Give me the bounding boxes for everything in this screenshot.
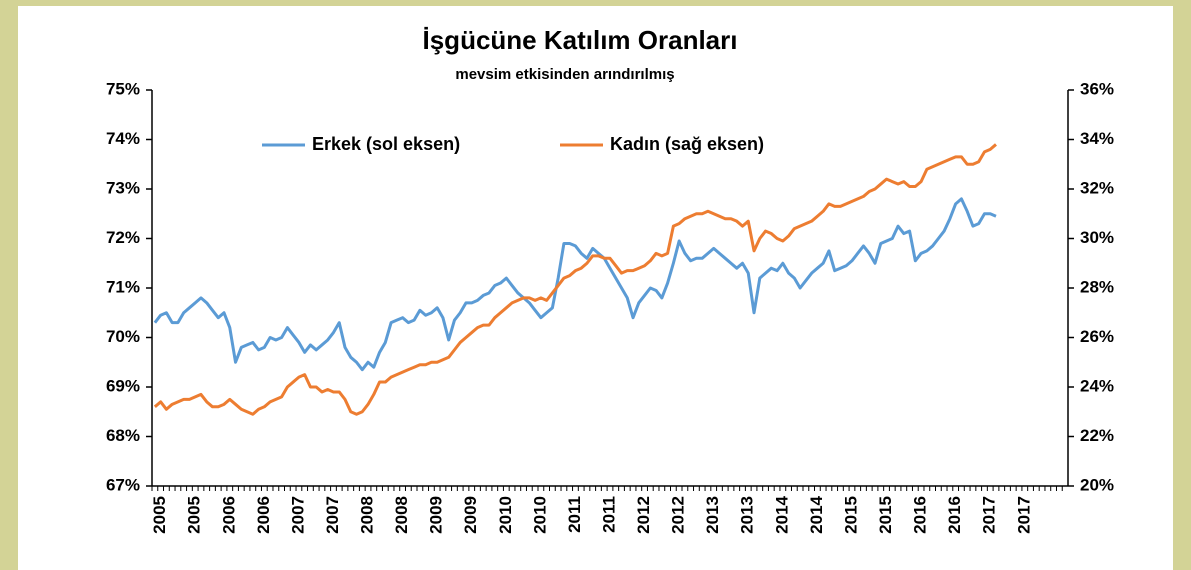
x-tick-label: 2005 (150, 496, 169, 534)
series-line (153, 143, 997, 416)
x-tick-label: 2006 (254, 496, 273, 534)
x-tick-label: 2012 (634, 496, 653, 534)
chart-subtitle: mevsim etkisinden arındırılmış (455, 66, 674, 83)
x-tick-label: 2007 (288, 496, 307, 534)
y-tick-label: 69% (106, 376, 140, 395)
y-tick-label: 67% (106, 475, 140, 494)
background (18, 6, 1173, 570)
y2-tick-label: 28% (1080, 277, 1114, 296)
x-tick-label: 2010 (530, 496, 549, 534)
x-tick-label: 2016 (911, 496, 930, 534)
x-tick-label: 2011 (599, 496, 618, 533)
x-tick-label: 2005 (185, 496, 204, 534)
x-tick-label: 2013 (738, 496, 757, 534)
x-tick-label: 2008 (392, 496, 411, 534)
x-tick-label: 2014 (772, 495, 791, 533)
x-tick-label: 2010 (496, 496, 515, 534)
y-tick-label: 75% (106, 79, 140, 98)
x-tick-label: 2006 (219, 496, 238, 534)
y2-tick-label: 24% (1080, 376, 1114, 395)
x-tick-label: 2016 (945, 496, 964, 534)
y2-tick-label: 30% (1080, 228, 1114, 247)
x-tick-label: 2017 (980, 496, 999, 534)
x-tick-label: 2009 (461, 496, 480, 534)
y2-tick-label: 20% (1080, 475, 1114, 494)
legend-label: Erkek (sol eksen) (312, 134, 460, 154)
x-tick-label: 2011 (565, 496, 584, 533)
x-tick-label: 2008 (358, 496, 377, 534)
x-tick-label: 2014 (807, 495, 826, 533)
x-tick-label: 2013 (703, 496, 722, 534)
series-line (153, 197, 997, 372)
legend-label: Kadın (sağ eksen) (610, 134, 764, 154)
y2-tick-label: 26% (1080, 327, 1114, 346)
x-tick-label: 2015 (876, 496, 895, 534)
y-tick-label: 71% (106, 277, 140, 296)
x-tick-label: 2017 (1014, 496, 1033, 534)
y-tick-label: 73% (106, 178, 140, 197)
y-tick-label: 68% (106, 426, 140, 445)
y-tick-label: 74% (106, 129, 140, 148)
x-tick-label: 2015 (841, 496, 860, 534)
y2-tick-label: 22% (1080, 426, 1114, 445)
y-tick-label: 70% (106, 327, 140, 346)
y2-tick-label: 34% (1080, 129, 1114, 148)
y2-tick-label: 32% (1080, 178, 1114, 197)
x-tick-label: 2012 (669, 496, 688, 534)
chart-title: İşgücüne Katılım Oranları (423, 25, 738, 55)
y-tick-label: 72% (106, 228, 140, 247)
x-tick-label: 2007 (323, 496, 342, 534)
y2-tick-label: 36% (1080, 79, 1114, 98)
x-tick-label: 2009 (427, 496, 446, 534)
